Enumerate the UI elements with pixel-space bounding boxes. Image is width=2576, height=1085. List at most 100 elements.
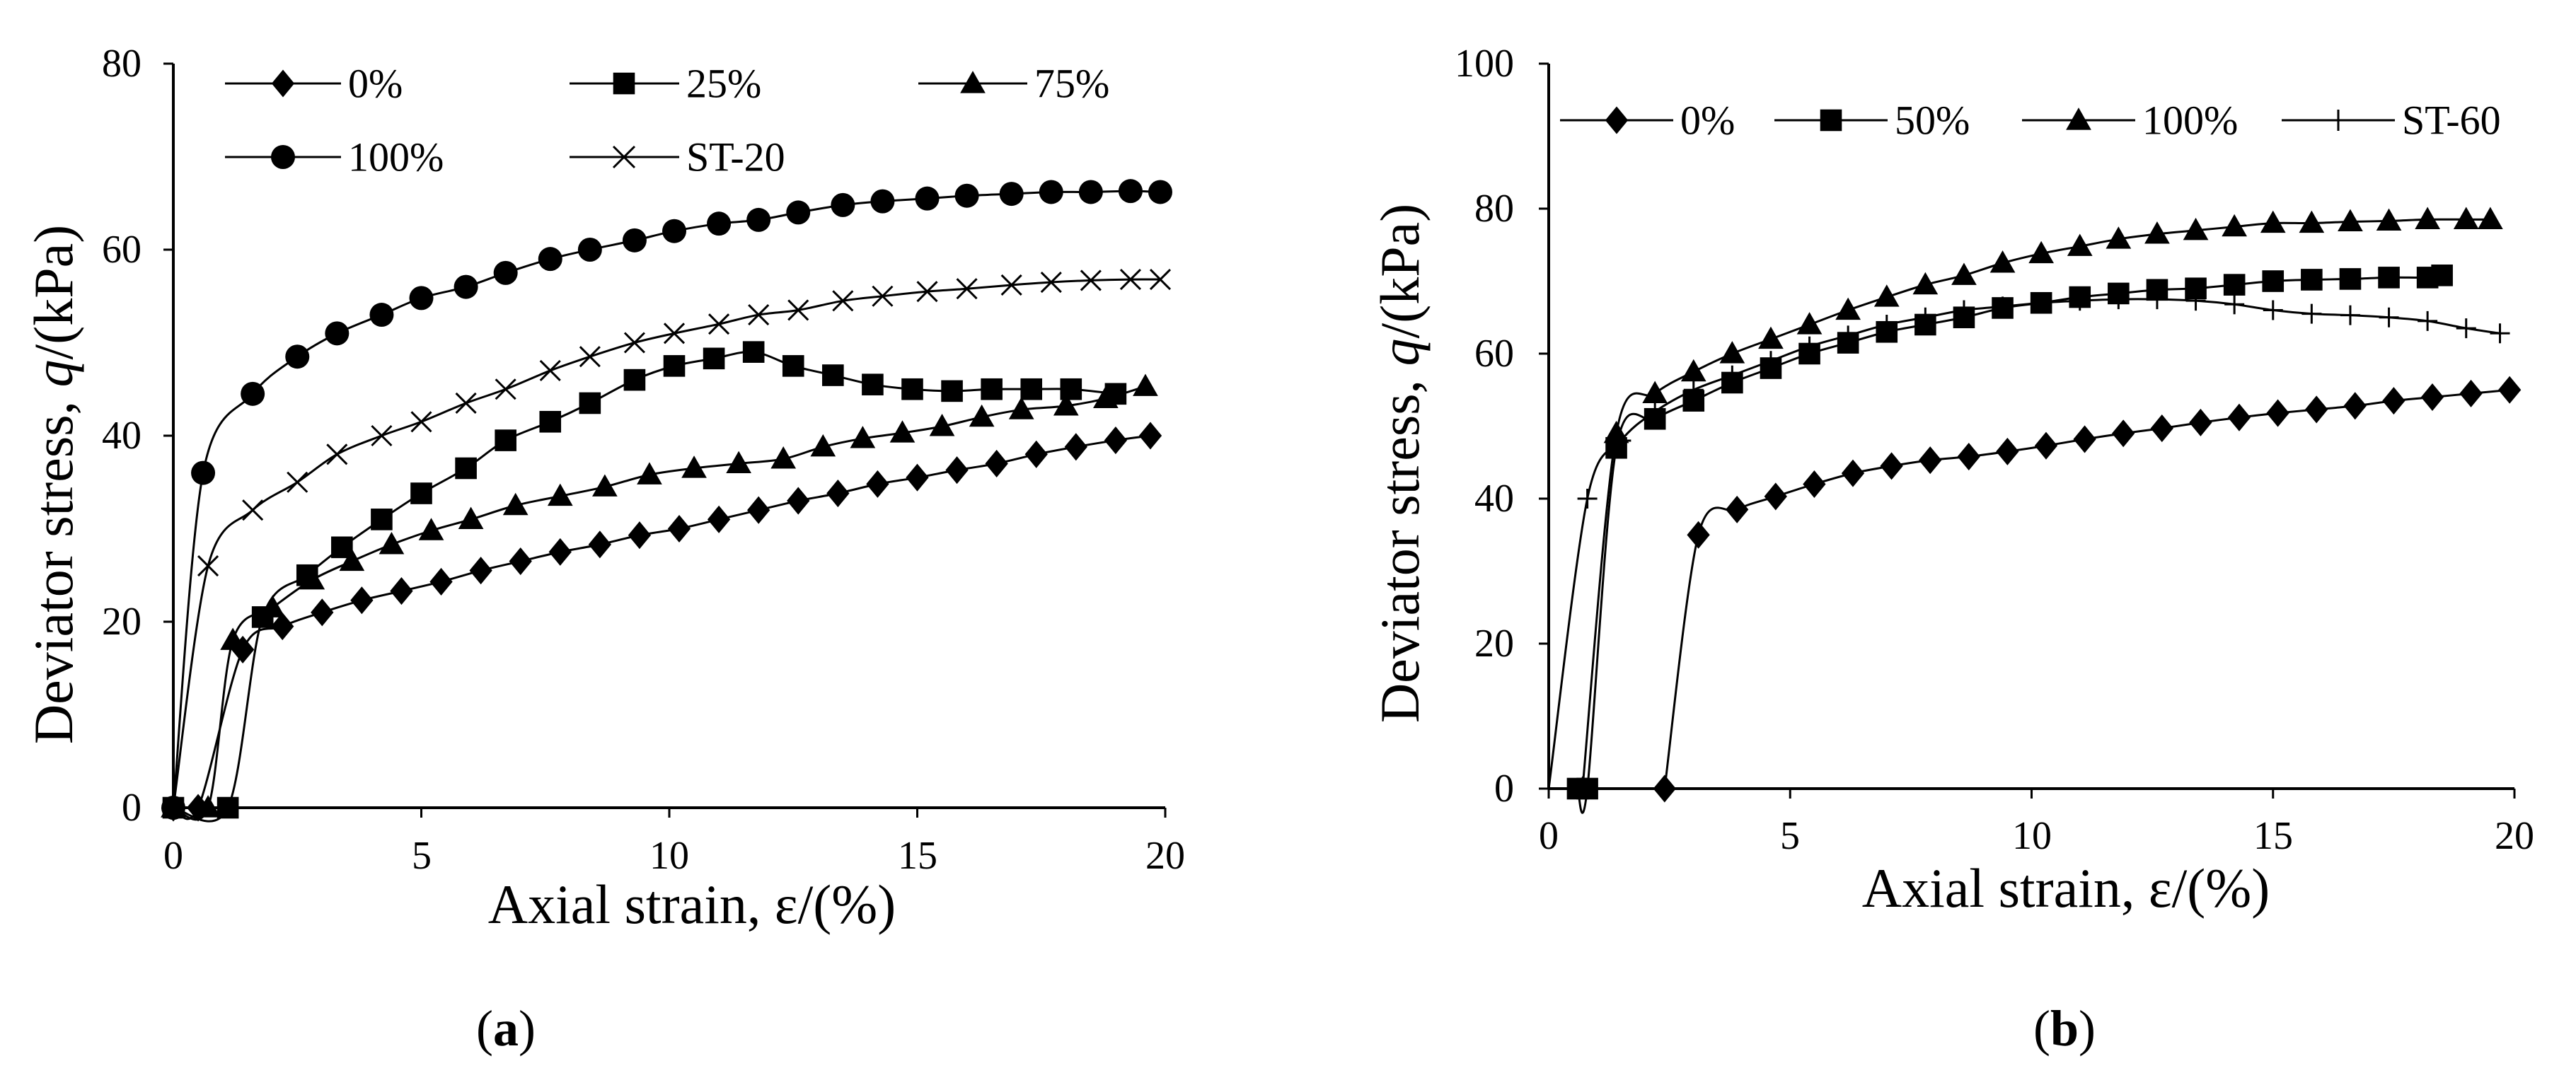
plot-a-legend-marker [271,145,295,169]
plot-a-legend-entry: 25% [570,61,761,107]
legend-marker-shape [1820,109,1842,132]
plot-b-data-point [1876,315,1897,335]
legend-marker-shape [960,71,986,93]
plot-b-legend: 0% 50% 100% ST-60 [1560,98,2501,144]
plot-a-data-point [191,460,216,485]
plot-b-data-point [1953,300,1974,320]
plot-b-data-point [1873,284,1900,307]
plot-a-data-point [663,323,686,344]
plot-a-data-point [628,521,652,550]
plot-a-data-point [870,189,895,214]
plot-b-data-point [2301,303,2322,324]
plot-a-xtick-label: 20 [1145,834,1185,878]
plot-a-data-point [548,538,572,566]
legend-marker-shape [271,69,295,98]
plot-b-data-point [1996,437,2019,465]
plot-b-data-point [2378,267,2400,289]
plot-b-ytick-label: 80 [1474,187,1514,231]
plot-a-data-point [369,303,394,327]
plot-b-data-point [1951,262,1977,285]
plot-b-ytick-label: 60 [1474,332,1514,376]
plot-b-y-title-prefix: Deviator stress, [1369,366,1431,723]
plot-a-data-point [588,530,612,559]
legend-marker-shape [613,72,635,95]
plot-b-data-point [2150,414,2173,443]
plot-a-legend-label: 75% [1034,61,1109,107]
plot-a-data-point [622,228,647,253]
plot-a-data-point [325,321,350,346]
plot-b-data-point [2189,408,2212,436]
plot-b-data-point [2338,209,2363,232]
plot-a-legend-marker [271,69,295,98]
plot-a-data-point [956,278,978,300]
plot-a-data-point [509,547,532,576]
plot-a-data-point [831,192,855,217]
plot-b-data-point [1687,521,1710,549]
plot-b-data-point [1611,431,1631,451]
plot-a-data-point [663,355,686,377]
plot-a-series-0pct [161,422,1162,822]
plot-b-legend-entry: 0% [1560,98,1735,144]
plot-b-legend-label: 100% [2142,98,2238,144]
plot-b-legend-label: ST-60 [2402,98,2501,144]
plot-a-ytick-label: 60 [102,228,141,272]
plot-b-data-point [1838,325,1859,346]
plot-a-y-title-suffix: /(kPa) [23,225,84,360]
plot-a-data-point [326,443,348,465]
legend-marker-shape [1605,106,1629,134]
plot-a-data-point [493,260,518,285]
plot-b-data-point [2112,419,2135,448]
plot-b-data-point [2224,294,2245,315]
plot-a-data-point [945,456,969,485]
plot-a-data-point [746,207,771,232]
plot-b-data-point [1989,250,2016,273]
plot-a-data-point [1133,373,1158,396]
plot-b-y-title-symbol: q [1369,338,1431,366]
plot-a-data-point [469,557,492,585]
plot-a-data-point [429,567,453,596]
plot-b-data-point [1915,307,1936,327]
plot-a-xtick-label: 10 [649,834,689,878]
legend-marker-shape [271,145,295,169]
plot-b-y-title-suffix: /(kPa) [1369,204,1431,339]
plot-b-series-layer [1539,207,2522,814]
plot-b-xtick-label: 20 [2495,814,2534,858]
plot-a-data-point [539,359,561,382]
plot-a-y-title-prefix: Deviator stress, [23,387,84,744]
plot-a-data-point [787,487,810,515]
plot-b-data-point [2431,265,2453,286]
plot-b-data-point [2147,289,2167,310]
plot-b-data-point [1758,326,1784,349]
plot-a-xtick-label: 5 [412,834,432,878]
plot-a-ytick-label: 80 [102,42,141,86]
chart-panel-b: 0 20 40 60 80 100 0 5 10 15 20 Axial str… [1369,42,2534,1057]
plot-b-data-point [2418,311,2438,331]
panel-a-caption: (a) [476,1000,536,1057]
plot-b-data-point [2222,214,2247,237]
plot-b-xtick-label: 5 [1780,814,1800,858]
plot-a-data-point [538,247,562,272]
plot-a-data-point [623,332,645,354]
plot-b-data-point [2379,307,2399,327]
plot-a-legend-label: 100% [348,134,444,180]
plot-a-data-point [339,548,365,571]
plot-a-data-point [271,613,294,641]
plot-a-data-point [454,274,478,299]
plot-b-legend-entry: 100% [2022,98,2238,144]
plot-a-data-point [241,381,265,406]
legend-marker-shape [612,145,636,169]
plot-a-data-point [1064,433,1087,461]
plot-b-legend-marker [1820,109,1842,132]
plot-a-data-point [287,471,308,493]
plot-a-legend-label: 0% [348,61,403,107]
plot-a-data-point [410,411,432,433]
plot-b-data-point [2376,208,2402,231]
plot-b-xtick-label: 10 [2012,814,2052,858]
plot-b-data-point [1992,296,2013,317]
plot-b-data-point [2299,210,2325,233]
plot-a-data-point [707,505,731,533]
plot-b-xtick-label: 15 [2253,814,2293,858]
plot-a-legend-marker [612,145,636,169]
plot-a-data-point [409,286,434,311]
plot-b-data-point [2459,379,2483,407]
